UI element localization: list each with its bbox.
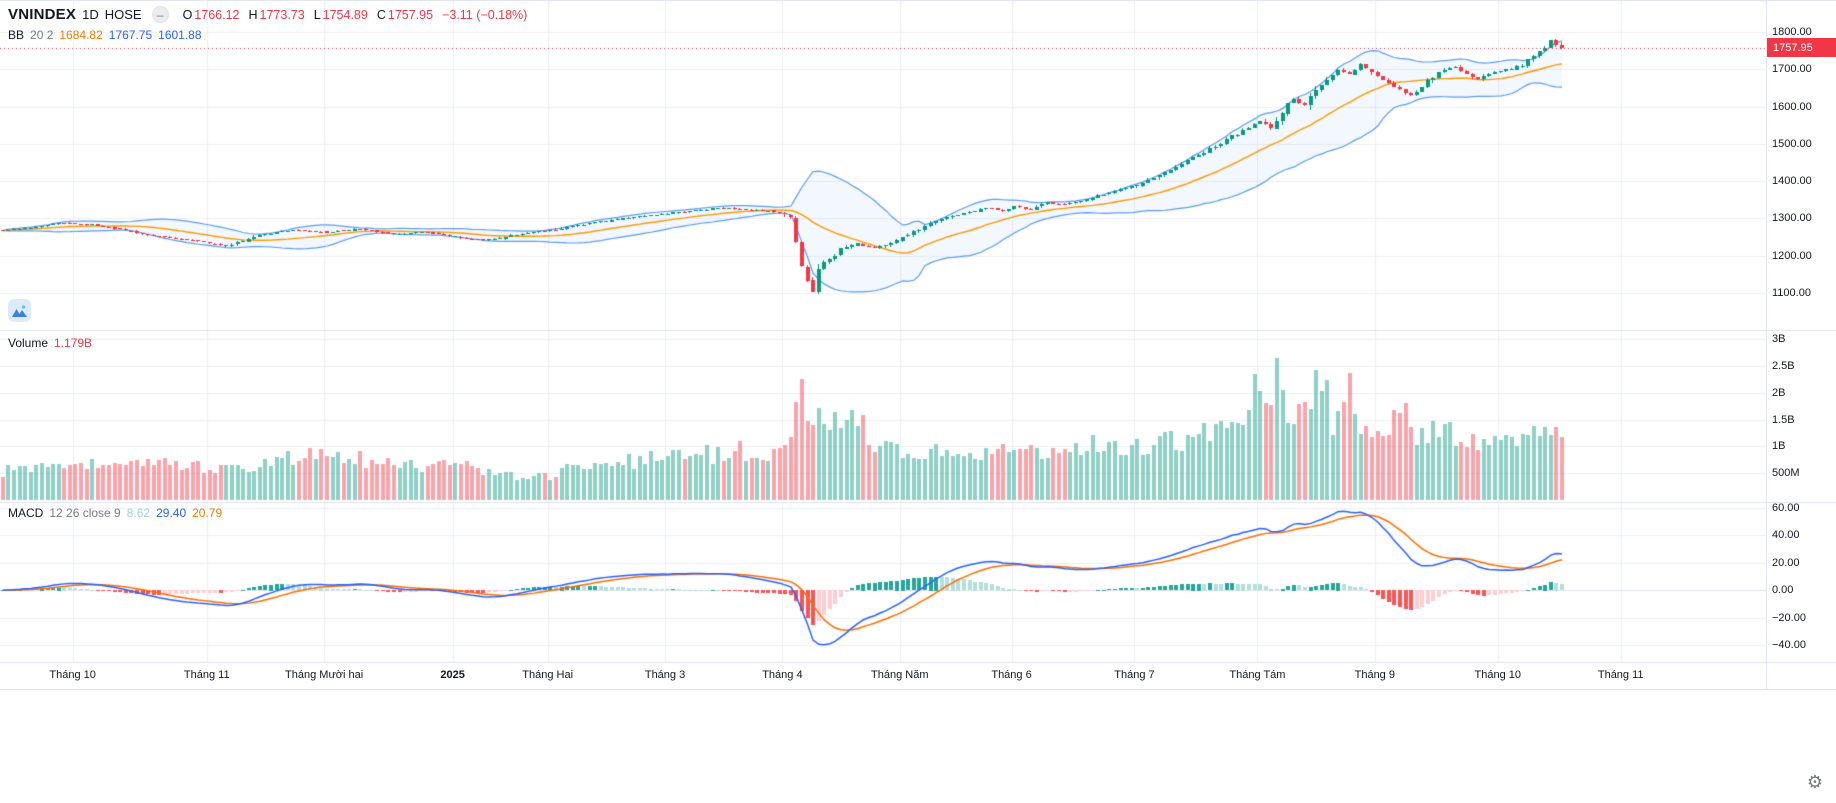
macd-line-value: 29.40: [156, 506, 187, 520]
settings-gear-icon[interactable]: ⚙: [1806, 772, 1823, 792]
macd-tick-label: 60.00: [1772, 501, 1800, 514]
price-tick-label: 1500.00: [1772, 137, 1812, 150]
open-value: 1766.12: [194, 7, 240, 22]
high-value: 1773.73: [259, 7, 305, 22]
bb-upper-value: 1767.75: [108, 28, 153, 42]
macd-tick-label: −20.00: [1772, 611, 1806, 624]
time-axis-label: Tháng 10: [49, 669, 96, 681]
chart-canvas[interactable]: [0, 0, 1836, 690]
volume-tick-label: 1.5B: [1772, 413, 1795, 426]
volume-legend[interactable]: Volume 1.179B: [8, 336, 92, 350]
macd-tick-label: −40.00: [1772, 639, 1806, 652]
time-axis-label: Tháng 6: [991, 669, 1032, 681]
time-axis-label: Tháng 7: [1114, 669, 1155, 681]
price-tick-label: 1600.00: [1772, 100, 1812, 113]
macd-legend[interactable]: MACD 12 26 close 9 8.62 29.40 20.79: [8, 506, 222, 520]
exchange-label[interactable]: HOSE: [104, 7, 142, 22]
time-axis-label: Tháng 11: [183, 669, 230, 681]
macd-label: MACD: [8, 506, 44, 520]
time-axis-label: Tháng Hai: [522, 669, 574, 681]
volume-tick-label: 500M: [1772, 467, 1800, 480]
time-axis-label: Tháng 4: [762, 669, 803, 681]
volume-tick-label: 2B: [1772, 386, 1786, 399]
legend-more-icon[interactable]: –: [151, 6, 169, 23]
bb-label: BB: [8, 28, 25, 42]
low-value: 1754.89: [322, 7, 368, 22]
last-price-badge: 1757.95: [1767, 38, 1836, 58]
time-axis-label: Tháng Mười hai: [285, 669, 364, 681]
low-label: L: [313, 7, 321, 22]
macd-params: 12 26 close 9: [49, 506, 121, 520]
mountains-icon: [12, 305, 27, 317]
time-axis-label: 2025: [440, 669, 465, 681]
time-axis-label: Tháng 11: [1597, 669, 1644, 681]
close-value: 1757.95: [387, 7, 434, 22]
open-label: O: [182, 7, 193, 22]
time-axis-label: Tháng 3: [644, 669, 686, 681]
macd-tick-label: 0.00: [1772, 584, 1794, 597]
time-axis-label: Tháng Năm: [871, 669, 929, 681]
price-tick-label: 1200.00: [1772, 249, 1812, 262]
macd-tick-label: 40.00: [1772, 529, 1800, 542]
time-axis-label: Tháng 10: [1474, 669, 1521, 681]
time-axis-label: Tháng 9: [1354, 669, 1395, 681]
time-axis-label: Tháng Tám: [1229, 669, 1286, 681]
symbol-legend: VNINDEX 1D HOSE – O 1766.12 H 1773.73 L …: [8, 6, 527, 23]
symbol-logo-icon[interactable]: [8, 299, 31, 322]
interval-label[interactable]: 1D: [82, 7, 99, 22]
bb-legend[interactable]: BB 20 2 1684.82 1767.75 1601.88: [8, 28, 202, 42]
volume-label: Volume: [8, 336, 49, 350]
price-tick-label: 1400.00: [1772, 175, 1812, 188]
macd-hist-value: 8.62: [126, 506, 151, 520]
bb-params: 20 2: [30, 28, 54, 42]
volume-tick-label: 2.5B: [1772, 359, 1795, 372]
price-tick-label: 1100.00: [1772, 286, 1811, 299]
close-label: C: [376, 7, 386, 22]
price-tick-label: 1800.00: [1772, 26, 1812, 39]
bb-basis-value: 1684.82: [59, 28, 103, 42]
price-tick-label: 1700.00: [1772, 63, 1812, 76]
macd-signal-value: 20.79: [192, 506, 223, 520]
volume-value: 1.179B: [54, 336, 93, 350]
volume-tick-label: 1B: [1772, 440, 1786, 453]
ohlc-readout: O 1766.12 H 1773.73 L 1754.89 C 1757.95 …: [183, 8, 528, 22]
symbol-name[interactable]: VNINDEX: [8, 6, 77, 23]
chart-widget: VNINDEX 1D HOSE – O 1766.12 H 1773.73 L …: [0, 0, 1836, 690]
price-tick-label: 1300.00: [1772, 212, 1812, 225]
volume-tick-label: 3B: [1772, 333, 1786, 345]
macd-tick-label: 20.00: [1772, 556, 1800, 569]
change-value: −3.11 (−0.18%): [442, 7, 528, 22]
bb-lower-value: 1601.88: [158, 28, 202, 42]
high-label: H: [248, 7, 258, 22]
